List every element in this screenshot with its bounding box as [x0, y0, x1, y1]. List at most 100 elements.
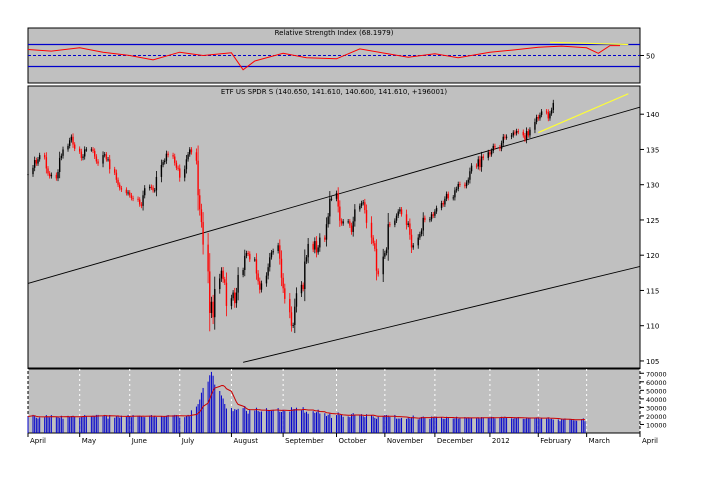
candle-body — [179, 168, 181, 178]
price-tick-label: 120 — [646, 252, 659, 260]
candle-body — [292, 324, 294, 326]
candle-body — [529, 129, 531, 136]
candle-body — [247, 253, 249, 255]
candle-body — [452, 197, 454, 199]
candle-body — [175, 162, 178, 168]
candle-body — [317, 247, 319, 253]
candle-body — [230, 298, 233, 306]
candle-body — [137, 198, 139, 200]
candle-body — [242, 270, 244, 275]
candle-body — [397, 211, 399, 216]
candle-body — [435, 207, 438, 212]
volume-tick-label: 60000 — [646, 379, 667, 387]
candle-body — [265, 275, 268, 284]
candle-body — [312, 243, 314, 250]
candle-body — [152, 187, 154, 191]
candle-body — [347, 221, 349, 223]
candle-body — [365, 210, 368, 223]
candle-body — [38, 155, 41, 160]
candle-body — [307, 243, 309, 258]
candle-body — [107, 159, 109, 161]
candle-body — [300, 284, 303, 294]
candle-body — [132, 198, 134, 200]
candle-body — [144, 188, 146, 196]
candle-body — [245, 253, 248, 256]
volume-tick-label: 40000 — [646, 396, 667, 404]
candle-body — [57, 172, 59, 179]
candle-body — [244, 255, 246, 271]
candle-body — [315, 241, 318, 253]
x-tick-label: February — [540, 437, 571, 445]
candle-body — [207, 244, 209, 272]
candle-body — [149, 186, 151, 189]
candle-body — [324, 237, 326, 240]
candle-body — [325, 224, 328, 240]
candle-body — [329, 198, 331, 217]
x-tick-label: November — [387, 437, 424, 445]
candle-body — [424, 217, 426, 220]
rsi-panel: Relative Strength Index (68.1979) 50 — [27, 27, 655, 84]
upper-trend-line — [27, 106, 641, 284]
candle-body — [109, 159, 111, 170]
x-tick-label: June — [131, 437, 147, 445]
candle-body — [95, 156, 98, 162]
candle-body — [514, 132, 516, 134]
candle-body — [330, 198, 333, 200]
candle-body — [409, 223, 411, 235]
x-axis: April May June July August September October No… — [27, 433, 658, 445]
candle-body — [212, 301, 214, 318]
x-tick-label: March — [589, 437, 610, 445]
candle-body — [362, 202, 364, 204]
price-tick-label: 130 — [646, 182, 659, 190]
x-tick-label: October — [339, 437, 367, 445]
candle-body — [32, 167, 34, 175]
candle-body — [515, 131, 518, 134]
candle-body — [272, 250, 274, 253]
candle-body — [62, 149, 64, 156]
candle-body — [162, 162, 164, 165]
candle-body — [464, 184, 466, 187]
candle-body — [339, 206, 341, 221]
candle-body — [359, 205, 361, 210]
candle-body — [200, 209, 203, 223]
candle-body — [510, 135, 513, 137]
candle-body — [202, 222, 204, 245]
candle-body — [354, 209, 356, 222]
candle-body — [197, 160, 199, 196]
candle-body — [259, 281, 261, 290]
candle-body — [552, 102, 554, 110]
candle-body — [120, 188, 123, 190]
candle-body — [35, 160, 38, 164]
candle-body — [489, 152, 491, 155]
candle-body — [517, 131, 519, 133]
candle-body — [499, 147, 501, 149]
candle-body — [94, 150, 96, 157]
candle-body — [500, 143, 503, 149]
candle-body — [224, 279, 226, 283]
candle-body — [319, 237, 321, 248]
candle-body — [82, 156, 84, 158]
candle-body — [187, 154, 189, 160]
candle-body — [67, 145, 69, 150]
candle-body — [160, 164, 163, 177]
candle-body — [164, 160, 166, 163]
candle-body — [177, 167, 179, 169]
candle-body — [549, 113, 551, 119]
candle-body — [302, 284, 304, 290]
candle-body — [494, 145, 496, 148]
candle-body — [167, 153, 169, 156]
price-tick-label: 140 — [646, 111, 659, 119]
candle-body — [90, 149, 93, 151]
candle-body — [405, 214, 408, 225]
volume-tick-label: 20000 — [646, 413, 667, 421]
candle-body — [185, 159, 188, 170]
candle-body — [467, 179, 469, 183]
candle-body — [482, 156, 484, 158]
candle-body — [545, 111, 548, 113]
candle-body — [350, 225, 353, 232]
candle-body — [410, 234, 413, 248]
candle-body — [429, 219, 431, 221]
candle-body — [349, 221, 351, 226]
candle-body — [85, 149, 88, 151]
